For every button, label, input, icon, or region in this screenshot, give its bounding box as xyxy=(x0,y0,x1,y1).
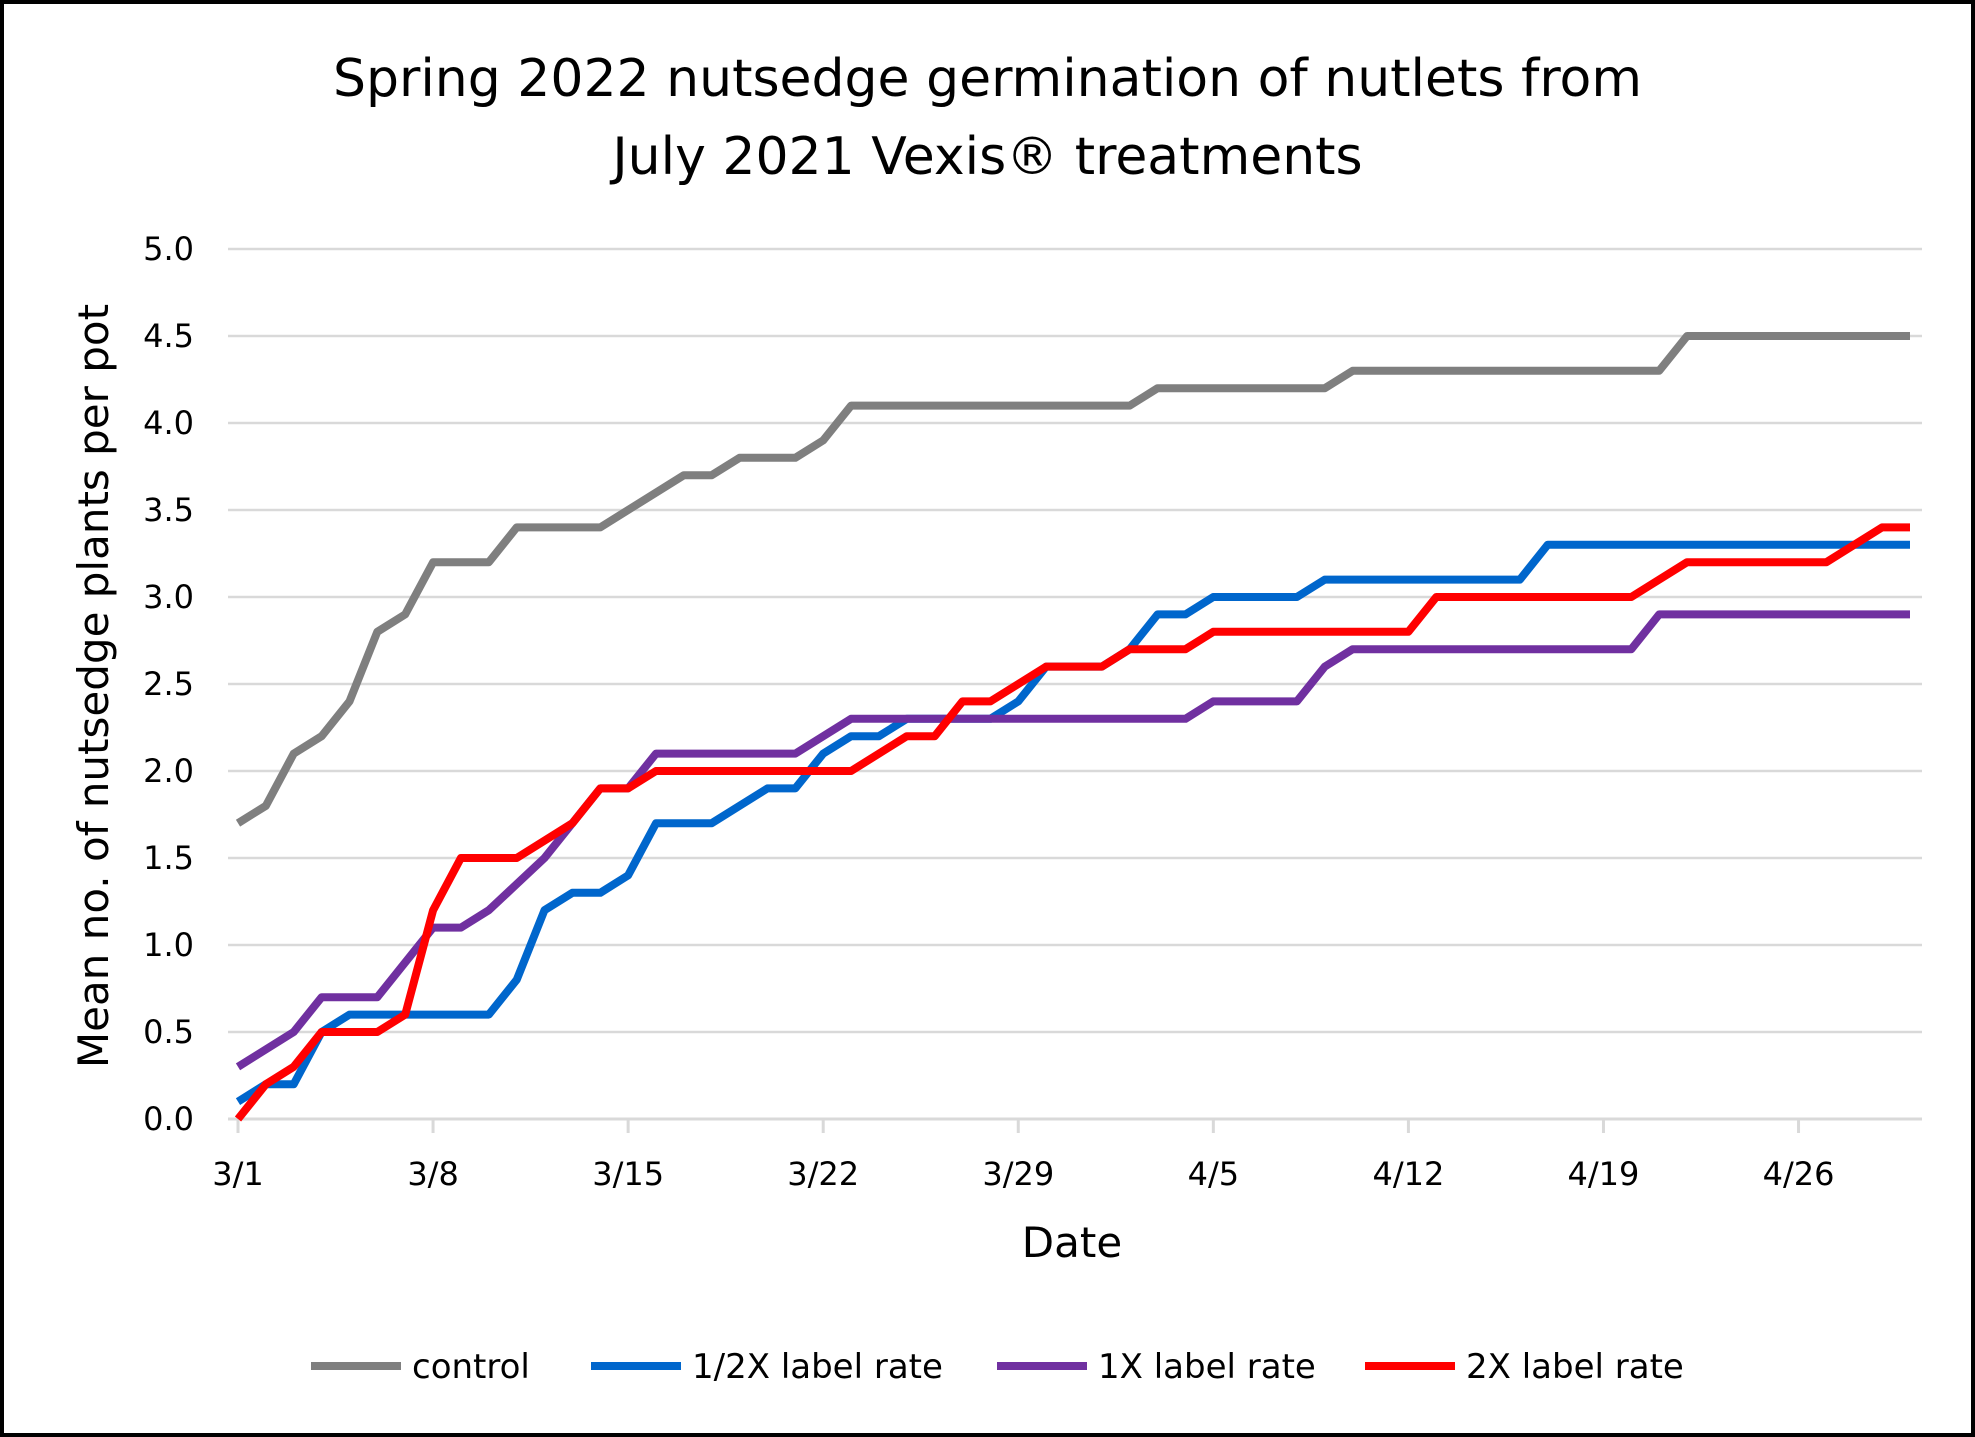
legend-label-1: 1/2X label rate xyxy=(692,1347,943,1387)
y-tick-label: 2.0 xyxy=(143,752,194,790)
legend: control 1/2X label rate 1X label rate 2X la… xyxy=(311,1347,1684,1387)
x-tick-label: 4/12 xyxy=(1372,1155,1444,1193)
chart-title-line-1: Spring 2022 nutsedge germination of nutl… xyxy=(332,49,1643,109)
y-tick-label: 1.0 xyxy=(143,926,194,964)
y-tick-label: 4.5 xyxy=(143,317,194,355)
y-tick-label: 3.5 xyxy=(143,491,194,529)
x-tick-label: 3/15 xyxy=(592,1155,664,1193)
y-axis-title: Mean no. of nutsedge plants per pot xyxy=(69,304,118,1068)
x-tick-label: 3/1 xyxy=(212,1155,264,1193)
legend-label-2: 1X label rate xyxy=(1098,1347,1316,1387)
x-tick-label: 3/22 xyxy=(787,1155,859,1193)
y-tick-label: 3.0 xyxy=(143,578,194,616)
y-tick-label: 0.5 xyxy=(143,1013,194,1051)
series-line-1 xyxy=(235,540,1910,1105)
y-tick-label: 0.0 xyxy=(143,1100,194,1138)
x-tick-label: 4/19 xyxy=(1568,1155,1640,1193)
legend-label-0: control xyxy=(412,1347,530,1387)
x-axis-title: Date xyxy=(1022,1218,1122,1267)
x-tick-label: 3/29 xyxy=(982,1155,1054,1193)
axes: 0.0 0.5 1.0 1.5 2.0 2.5 3.0 3.5 4.0 4.5 5.0 3/1 3/8 3… xyxy=(143,230,1922,1193)
x-tick-label: 3/8 xyxy=(407,1155,459,1193)
chart-title-line-2: July 2021 Vexis® treatments xyxy=(612,127,1363,187)
series-line-3 xyxy=(234,523,1910,1122)
y-tick-label: 5.0 xyxy=(143,230,194,268)
series-line-2 xyxy=(235,610,1910,1071)
y-tick-label: 4.0 xyxy=(143,404,194,442)
chart-title: Spring 2022 nutsedge germination of nutl… xyxy=(0,40,1975,196)
y-tick-label: 1.5 xyxy=(143,839,194,877)
x-tick-label: 4/26 xyxy=(1763,1155,1835,1193)
series-lines xyxy=(234,332,1910,1122)
x-tick-label: 4/5 xyxy=(1188,1155,1240,1193)
y-tick-label: 2.5 xyxy=(143,665,194,703)
legend-label-3: 2X label rate xyxy=(1466,1347,1684,1387)
series-line-0 xyxy=(235,332,1910,827)
